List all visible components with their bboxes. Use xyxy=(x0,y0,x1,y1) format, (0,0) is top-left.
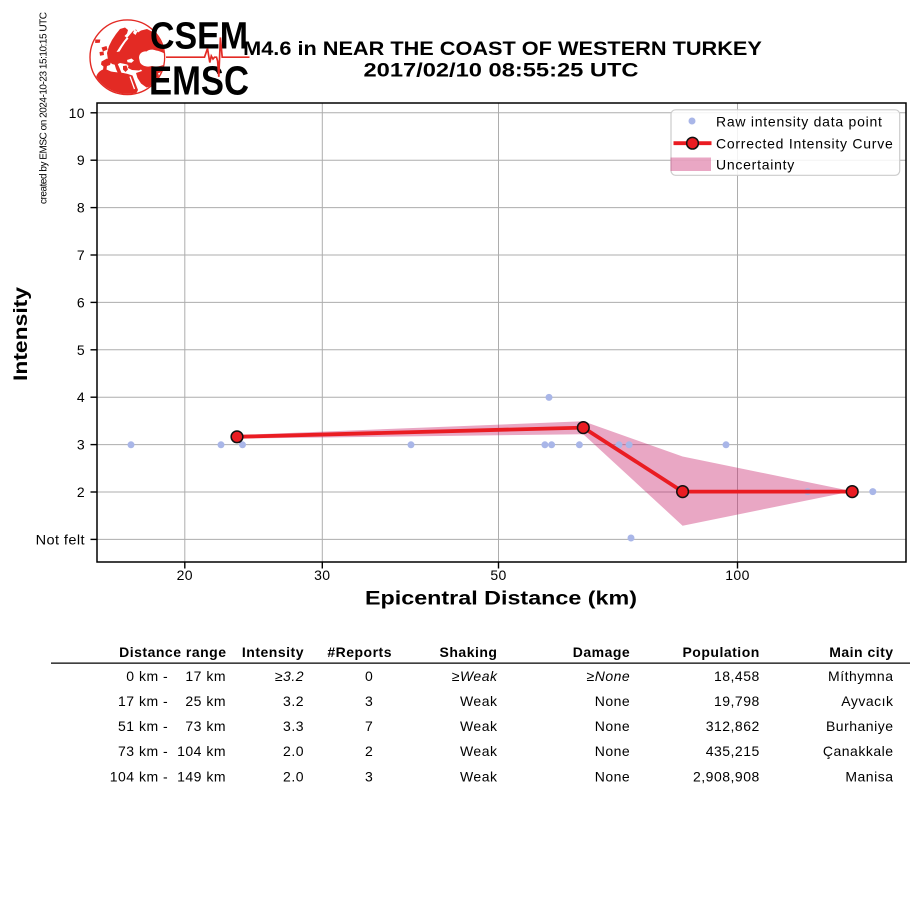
svg-text:3.2: 3.2 xyxy=(283,693,304,709)
svg-text:Intensity: Intensity xyxy=(242,644,304,660)
svg-text:17 km -: 17 km - xyxy=(118,693,168,709)
svg-text:2: 2 xyxy=(77,484,85,500)
svg-text:Intensity: Intensity xyxy=(10,287,32,381)
svg-text:19,798: 19,798 xyxy=(714,693,760,709)
svg-text:Çanakkale: Çanakkale xyxy=(823,743,894,759)
svg-text:Corrected Intensity Curve: Corrected Intensity Curve xyxy=(716,136,893,152)
svg-text:None: None xyxy=(595,693,630,709)
svg-text:2,908,908: 2,908,908 xyxy=(693,768,760,784)
svg-text:None: None xyxy=(595,743,630,759)
svg-text:2: 2 xyxy=(365,743,373,759)
svg-text:Main city: Main city xyxy=(829,644,893,660)
svg-text:≥None: ≥None xyxy=(587,668,631,684)
svg-text:3: 3 xyxy=(365,768,373,784)
svg-text:312,862: 312,862 xyxy=(706,718,760,734)
svg-text:30: 30 xyxy=(314,567,330,583)
svg-text:73 km -: 73 km - xyxy=(118,743,168,759)
svg-text:100: 100 xyxy=(725,567,750,583)
svg-text:2.0: 2.0 xyxy=(283,743,304,759)
svg-text:104 km: 104 km xyxy=(177,743,226,759)
svg-text:73 km: 73 km xyxy=(185,718,226,734)
svg-text:Shaking: Shaking xyxy=(440,644,498,660)
svg-text:3: 3 xyxy=(365,693,373,709)
svg-text:0 km -: 0 km - xyxy=(126,668,168,684)
svg-text:EMSC: EMSC xyxy=(149,58,249,104)
svg-text:Burhaniye: Burhaniye xyxy=(826,718,894,734)
svg-text:≥Weak: ≥Weak xyxy=(452,668,498,684)
svg-text:25 km: 25 km xyxy=(185,693,226,709)
svg-text:20: 20 xyxy=(177,567,193,583)
svg-text:Ayvacık: Ayvacık xyxy=(841,693,894,709)
svg-text:435,215: 435,215 xyxy=(706,743,760,759)
svg-text:7: 7 xyxy=(365,718,373,734)
svg-text:0: 0 xyxy=(365,668,373,684)
svg-text:Manisa: Manisa xyxy=(845,768,893,784)
svg-text:Raw intensity data point: Raw intensity data point xyxy=(716,114,883,130)
svg-text:5: 5 xyxy=(77,342,85,358)
svg-text:10: 10 xyxy=(69,105,85,121)
svg-text:50: 50 xyxy=(490,567,506,583)
svg-text:6: 6 xyxy=(77,294,85,310)
svg-text:M4.6 in NEAR THE COAST OF WEST: M4.6 in NEAR THE COAST OF WESTERN TURKEY xyxy=(243,38,762,60)
svg-text:2017/02/10 08:55:25 UTC: 2017/02/10 08:55:25 UTC xyxy=(364,60,639,82)
svg-text:Distance range: Distance range xyxy=(119,644,226,660)
svg-text:Uncertainty: Uncertainty xyxy=(716,157,795,173)
svg-text:None: None xyxy=(595,718,630,734)
svg-text:104 km -: 104 km - xyxy=(110,768,168,784)
svg-text:51 km -: 51 km - xyxy=(118,718,168,734)
svg-text:17 km: 17 km xyxy=(185,668,226,684)
svg-text:Weak: Weak xyxy=(460,718,498,734)
svg-text:Epicentral Distance (km): Epicentral Distance (km) xyxy=(365,588,637,610)
svg-text:created by EMSC on 2024-10-23: created by EMSC on 2024-10-23 15:10:15 U… xyxy=(39,12,50,204)
svg-text:7: 7 xyxy=(77,247,85,263)
svg-text:3.3: 3.3 xyxy=(283,718,304,734)
svg-text:149 km: 149 km xyxy=(177,768,226,784)
svg-text:None: None xyxy=(595,768,630,784)
svg-text:18,458: 18,458 xyxy=(714,668,760,684)
svg-text:Weak: Weak xyxy=(460,743,498,759)
svg-text:CSEM: CSEM xyxy=(150,15,248,57)
svg-text:Weak: Weak xyxy=(460,768,498,784)
svg-text:≥3.2: ≥3.2 xyxy=(275,668,304,684)
svg-text:3: 3 xyxy=(77,437,85,453)
svg-text:4: 4 xyxy=(77,389,85,405)
svg-text:#Reports: #Reports xyxy=(327,644,392,660)
svg-text:2.0: 2.0 xyxy=(283,768,304,784)
svg-text:9: 9 xyxy=(77,152,85,168)
svg-text:Míthymna: Míthymna xyxy=(828,668,893,684)
svg-text:Damage: Damage xyxy=(573,644,630,660)
svg-text:Not felt: Not felt xyxy=(36,531,85,547)
svg-text:8: 8 xyxy=(77,200,85,216)
svg-text:Weak: Weak xyxy=(460,693,498,709)
svg-text:Population: Population xyxy=(682,644,759,660)
